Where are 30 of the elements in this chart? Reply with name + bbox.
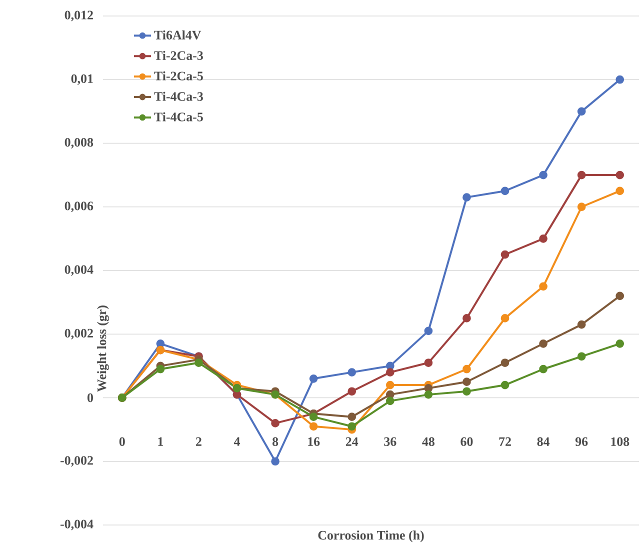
legend-label: Ti-2Ca-5 (154, 71, 203, 80)
x-tick-label: 0 (119, 437, 125, 446)
x-tick-label: 8 (272, 437, 278, 446)
legend-label: Ti-4Ca-3 (154, 92, 203, 101)
x-axis-title: Corrosion Time (h) (318, 530, 424, 542)
x-tick-label: 36 (384, 437, 396, 446)
y-tick-label: 0,008 (64, 138, 94, 149)
y-tick-label: 0,012 (64, 10, 93, 22)
y-axis-title: Weight loss (gr) (97, 306, 109, 392)
x-tick-label: 4 (234, 437, 240, 446)
x-tick-label: 1 (158, 437, 164, 446)
y-tick-label: -0,002 (60, 456, 93, 467)
legend-label: Ti-2Ca-3 (154, 50, 203, 60)
x-tick-label: 60 (460, 437, 473, 446)
y-tick-label: 0,006 (64, 202, 94, 212)
y-tick-label: 0 (88, 393, 93, 402)
y-tick-label: 0,004 (64, 265, 94, 276)
y-tick-label: 0,01 (71, 74, 93, 85)
x-tick-label: 2 (196, 437, 202, 446)
y-tick-label: -0,004 (60, 520, 94, 530)
y-tick-label: 0,002 (64, 328, 93, 340)
x-tick-label: 24 (346, 437, 358, 446)
x-tick-label: 48 (422, 437, 434, 446)
x-tick-label: 16 (308, 437, 320, 446)
x-tick-label: 72 (499, 437, 511, 446)
x-tick-label: 84 (537, 437, 550, 446)
x-tick-label: 96 (575, 437, 588, 446)
x-tick-label: 108 (611, 437, 630, 446)
legend-label: Ti6Al4V (154, 30, 202, 40)
legend-label: Ti-4Ca-5 (154, 112, 203, 122)
